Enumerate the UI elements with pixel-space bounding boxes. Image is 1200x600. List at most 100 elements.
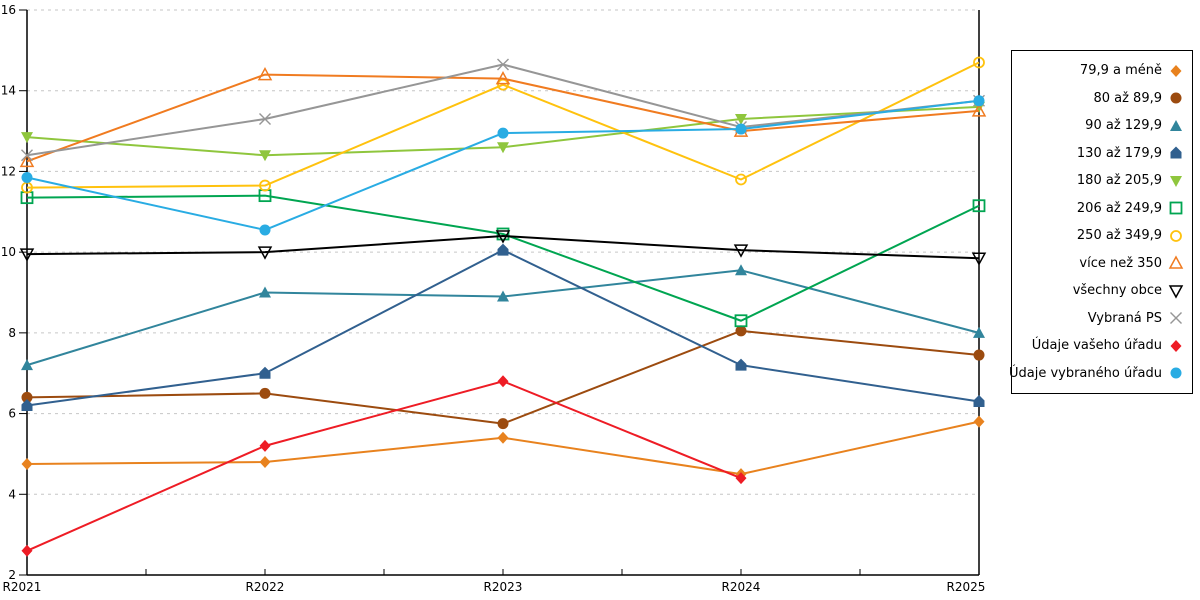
data-point-marker [21,359,33,371]
data-point-marker [735,113,747,125]
legend-item-label: Údaje vašeho úřadu [1031,338,1162,354]
data-point-marker [21,391,33,403]
series-circle-filled [21,95,985,236]
legend-item: 79,9 a méně [1016,58,1184,84]
data-point-marker [497,78,509,91]
data-point-marker [19,153,35,168]
data-point-marker [495,71,511,85]
data-point-marker [735,173,747,186]
y-tick-label: 12 [1,164,16,178]
legend-item: 130 až 179,9 [1016,140,1184,166]
data-point-marker [735,123,747,135]
data-point-marker [973,95,985,107]
data-point-marker [972,199,986,213]
data-point-marker [21,149,33,162]
data-point-marker [1170,339,1182,352]
circle-open-legend-icon [1170,229,1182,242]
data-point-marker [735,264,747,276]
legend-item: více než 350 [1016,250,1184,276]
data-point-marker [1170,92,1182,104]
data-point-marker [19,248,35,262]
data-point-marker [735,325,747,337]
x-tick-label: R2021 [3,580,42,594]
data-point-marker [971,252,987,266]
legend-item-label: 130 až 179,9 [1076,145,1162,161]
data-point-marker [1170,367,1182,379]
square-open-legend-icon [1169,201,1183,215]
data-point-marker [21,399,33,411]
data-point-marker [259,224,271,236]
data-point-marker [257,246,273,260]
data-point-marker [1170,64,1182,77]
diamond-filled-legend-icon [1170,339,1182,352]
data-point-marker [497,290,509,302]
y-tick-label: 10 [1,245,16,259]
data-point-marker [973,326,985,338]
series-line [26,420,980,476]
series-diamond-filled [21,415,985,481]
legend-item: všechny obce [1016,278,1184,304]
data-point-marker [497,375,509,388]
triangle-down-filled-legend-icon [1170,175,1182,187]
data-point-marker [259,456,271,468]
data-point-marker [1170,146,1182,159]
chart-legend: 79,9 a méně 80 až 89,9 90 až 129,9 130 až 1… [1009,50,1193,394]
data-point-marker [21,171,33,183]
data-point-marker [496,227,510,241]
data-point-marker [1168,255,1184,269]
data-point-marker [259,366,271,379]
legend-item: 250 až 349,9 [1016,223,1184,249]
legend-item: 206 až 249,9 [1016,195,1184,221]
legend-item-label: 80 až 89,9 [1093,90,1162,106]
y-tick-label: 8 [8,326,16,340]
data-point-marker [259,112,271,125]
data-point-marker [497,142,509,154]
legend-item-label: 90 až 129,9 [1085,118,1162,134]
data-point-marker [259,439,271,452]
data-point-marker [259,150,271,162]
series-line [26,235,980,260]
legend-item-label: Vybraná PS [1087,310,1162,326]
y-tick-label: 14 [1,84,16,98]
triangle-up-filled-legend-icon [1170,119,1182,131]
data-point-marker [495,230,511,244]
data-point-marker [21,544,33,557]
data-point-marker [1170,229,1182,242]
data-point-marker [733,244,749,258]
series-triangle-down-open [19,230,987,266]
data-point-marker [1168,285,1184,299]
data-point-marker [497,243,509,256]
data-point-marker [259,286,271,298]
legend-item: Údaje vybraného úřadu [1009,360,1184,386]
series-line [26,380,742,552]
legend-item-label: 79,9 a méně [1079,63,1162,79]
series-circle-open [21,56,985,194]
series-line [26,269,980,367]
legend-item-label: všechny obce [1072,283,1162,299]
series-pentagon-filled [21,243,985,411]
data-point-marker [21,458,33,471]
legend-item-label: 206 až 249,9 [1076,200,1162,216]
diamond-filled-legend-icon [1170,64,1182,77]
legend-item-label: více než 350 [1079,255,1162,271]
data-point-marker [971,103,987,117]
series-line [26,99,980,231]
data-point-marker [497,418,509,430]
series-line [26,194,980,322]
series-triangle-up-filled [21,264,985,371]
data-point-marker [734,314,748,328]
x-tick-label: R2023 [484,580,523,594]
legend-item-label: 250 až 349,9 [1076,228,1162,244]
legend-item: 180 až 205,9 [1016,168,1184,194]
data-point-marker [21,132,33,144]
y-tick-label: 6 [8,407,16,421]
data-point-marker [735,472,747,485]
circle-filled-legend-icon [1170,92,1182,104]
legend-item-label: Údaje vybraného úřadu [1008,365,1162,381]
data-point-marker [497,127,509,139]
data-point-marker [1170,119,1182,131]
legend-item-label: 180 až 205,9 [1076,173,1162,189]
x-tick-label: R2022 [246,580,285,594]
